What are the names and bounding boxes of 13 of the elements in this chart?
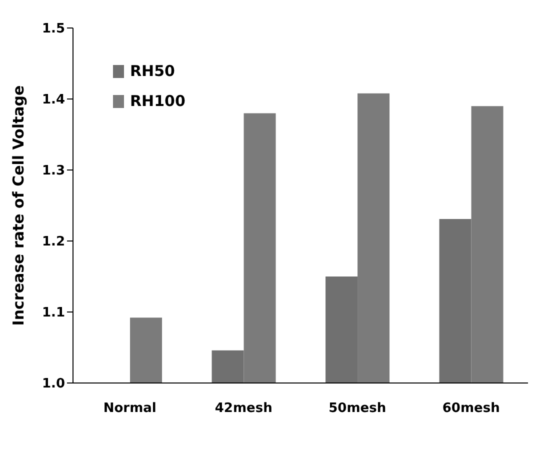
x-tick-label: 60mesh xyxy=(442,401,500,416)
y-tick-label: 1.4 xyxy=(42,92,65,108)
x-tick-label: 42mesh xyxy=(214,401,272,416)
x-tick-label: 50mesh xyxy=(328,401,386,416)
legend-label: RH50 xyxy=(130,61,175,82)
y-tick-label: 1.3 xyxy=(42,164,65,179)
legend-label: RH100 xyxy=(130,91,186,112)
y-tick-label: 1.0 xyxy=(42,376,65,392)
y-axis-title: Increase rate of Cell Voltage xyxy=(9,85,28,326)
x-tick-label: Normal xyxy=(103,401,156,416)
y-tick-label: 1.1 xyxy=(42,306,65,321)
y-tick-label: 1.2 xyxy=(42,234,65,250)
y-tick-label: 1.5 xyxy=(42,22,65,37)
